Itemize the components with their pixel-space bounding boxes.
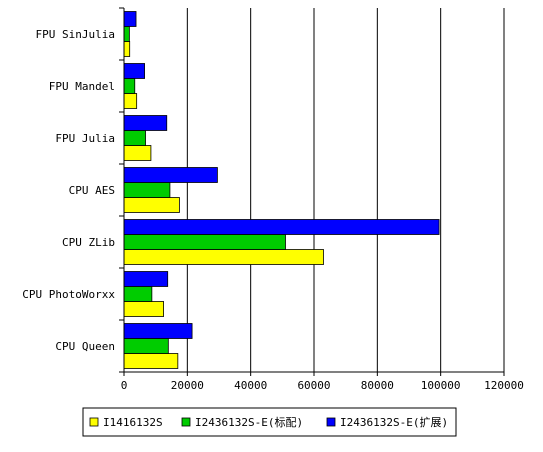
legend-label-2: I2436132S-E(标配)	[195, 415, 303, 429]
bar-fpu-mandel-series-1	[123, 93, 138, 109]
category-label-cpu-aes: CPU AES	[69, 184, 115, 197]
legend-label-3: I2436132S-E(扩展)	[340, 415, 448, 429]
bar-fpu-sinjulia-series-1	[123, 41, 131, 57]
x-tick-label-4: 80000	[361, 379, 394, 392]
bar-cpu-photoworxx-series-3	[123, 271, 169, 287]
bar-fpu-julia-series-3	[123, 115, 168, 131]
bar-fpu-mandel-series-2	[123, 78, 136, 94]
x-tick-label-3: 60000	[297, 379, 330, 392]
bar-cpu-zlib-series-1	[123, 249, 324, 265]
bar-fpu-mandel-series-3	[123, 63, 145, 79]
category-label-fpu-mandel: FPU Mandel	[49, 80, 115, 93]
bar-cpu-aes-series-1	[123, 197, 180, 213]
grid-lines	[186, 8, 505, 372]
legend-swatch-1	[89, 417, 99, 427]
legend-swatch-3	[326, 417, 336, 427]
bar-cpu-queen-series-1	[123, 353, 179, 369]
category-label-cpu-queen: CPU Queen	[55, 340, 115, 353]
axes	[119, 7, 505, 376]
legend: I1416132S I2436132S-E(标配) I2436132S-E(扩展)	[82, 407, 457, 437]
bar-marks	[123, 11, 440, 369]
bar-cpu-zlib-series-2	[123, 234, 286, 250]
legend-box	[82, 407, 457, 437]
category-label-cpu-zlib: CPU ZLib	[62, 236, 115, 249]
category-label-fpu-sinjulia: FPU SinJulia	[36, 28, 115, 41]
bar-fpu-julia-series-2	[123, 130, 146, 146]
x-tick-label-1: 20000	[171, 379, 204, 392]
bar-cpu-photoworxx-series-2	[123, 286, 153, 302]
x-tick-label-5: 100000	[421, 379, 461, 392]
bar-cpu-queen-series-3	[123, 323, 193, 339]
x-tick-label-2: 40000	[234, 379, 267, 392]
bar-fpu-sinjulia-series-2	[123, 26, 130, 42]
legend-label-1: I1416132S	[103, 416, 163, 429]
category-labels: FPU SinJulia FPU Mandel FPU Julia CPU AES CP…	[22, 28, 115, 353]
legend-swatch-2	[181, 417, 191, 427]
x-tick-label-6: 120000	[484, 379, 524, 392]
x-tick-labels: 0 20000 40000 60000 80000 100000 120000	[121, 379, 524, 392]
bar-cpu-aes-series-3	[123, 167, 218, 183]
bar-cpu-zlib-series-3	[123, 219, 440, 235]
bar-cpu-photoworxx-series-1	[123, 301, 164, 317]
bar-fpu-julia-series-1	[123, 145, 152, 161]
x-tick-label-0: 0	[121, 379, 128, 392]
bar-fpu-sinjulia-series-3	[123, 11, 137, 27]
bar-cpu-aes-series-2	[123, 182, 171, 198]
bar-cpu-queen-series-2	[123, 338, 169, 354]
category-label-cpu-photoworxx: CPU PhotoWorxx	[22, 288, 115, 301]
category-label-fpu-julia: FPU Julia	[55, 132, 115, 145]
